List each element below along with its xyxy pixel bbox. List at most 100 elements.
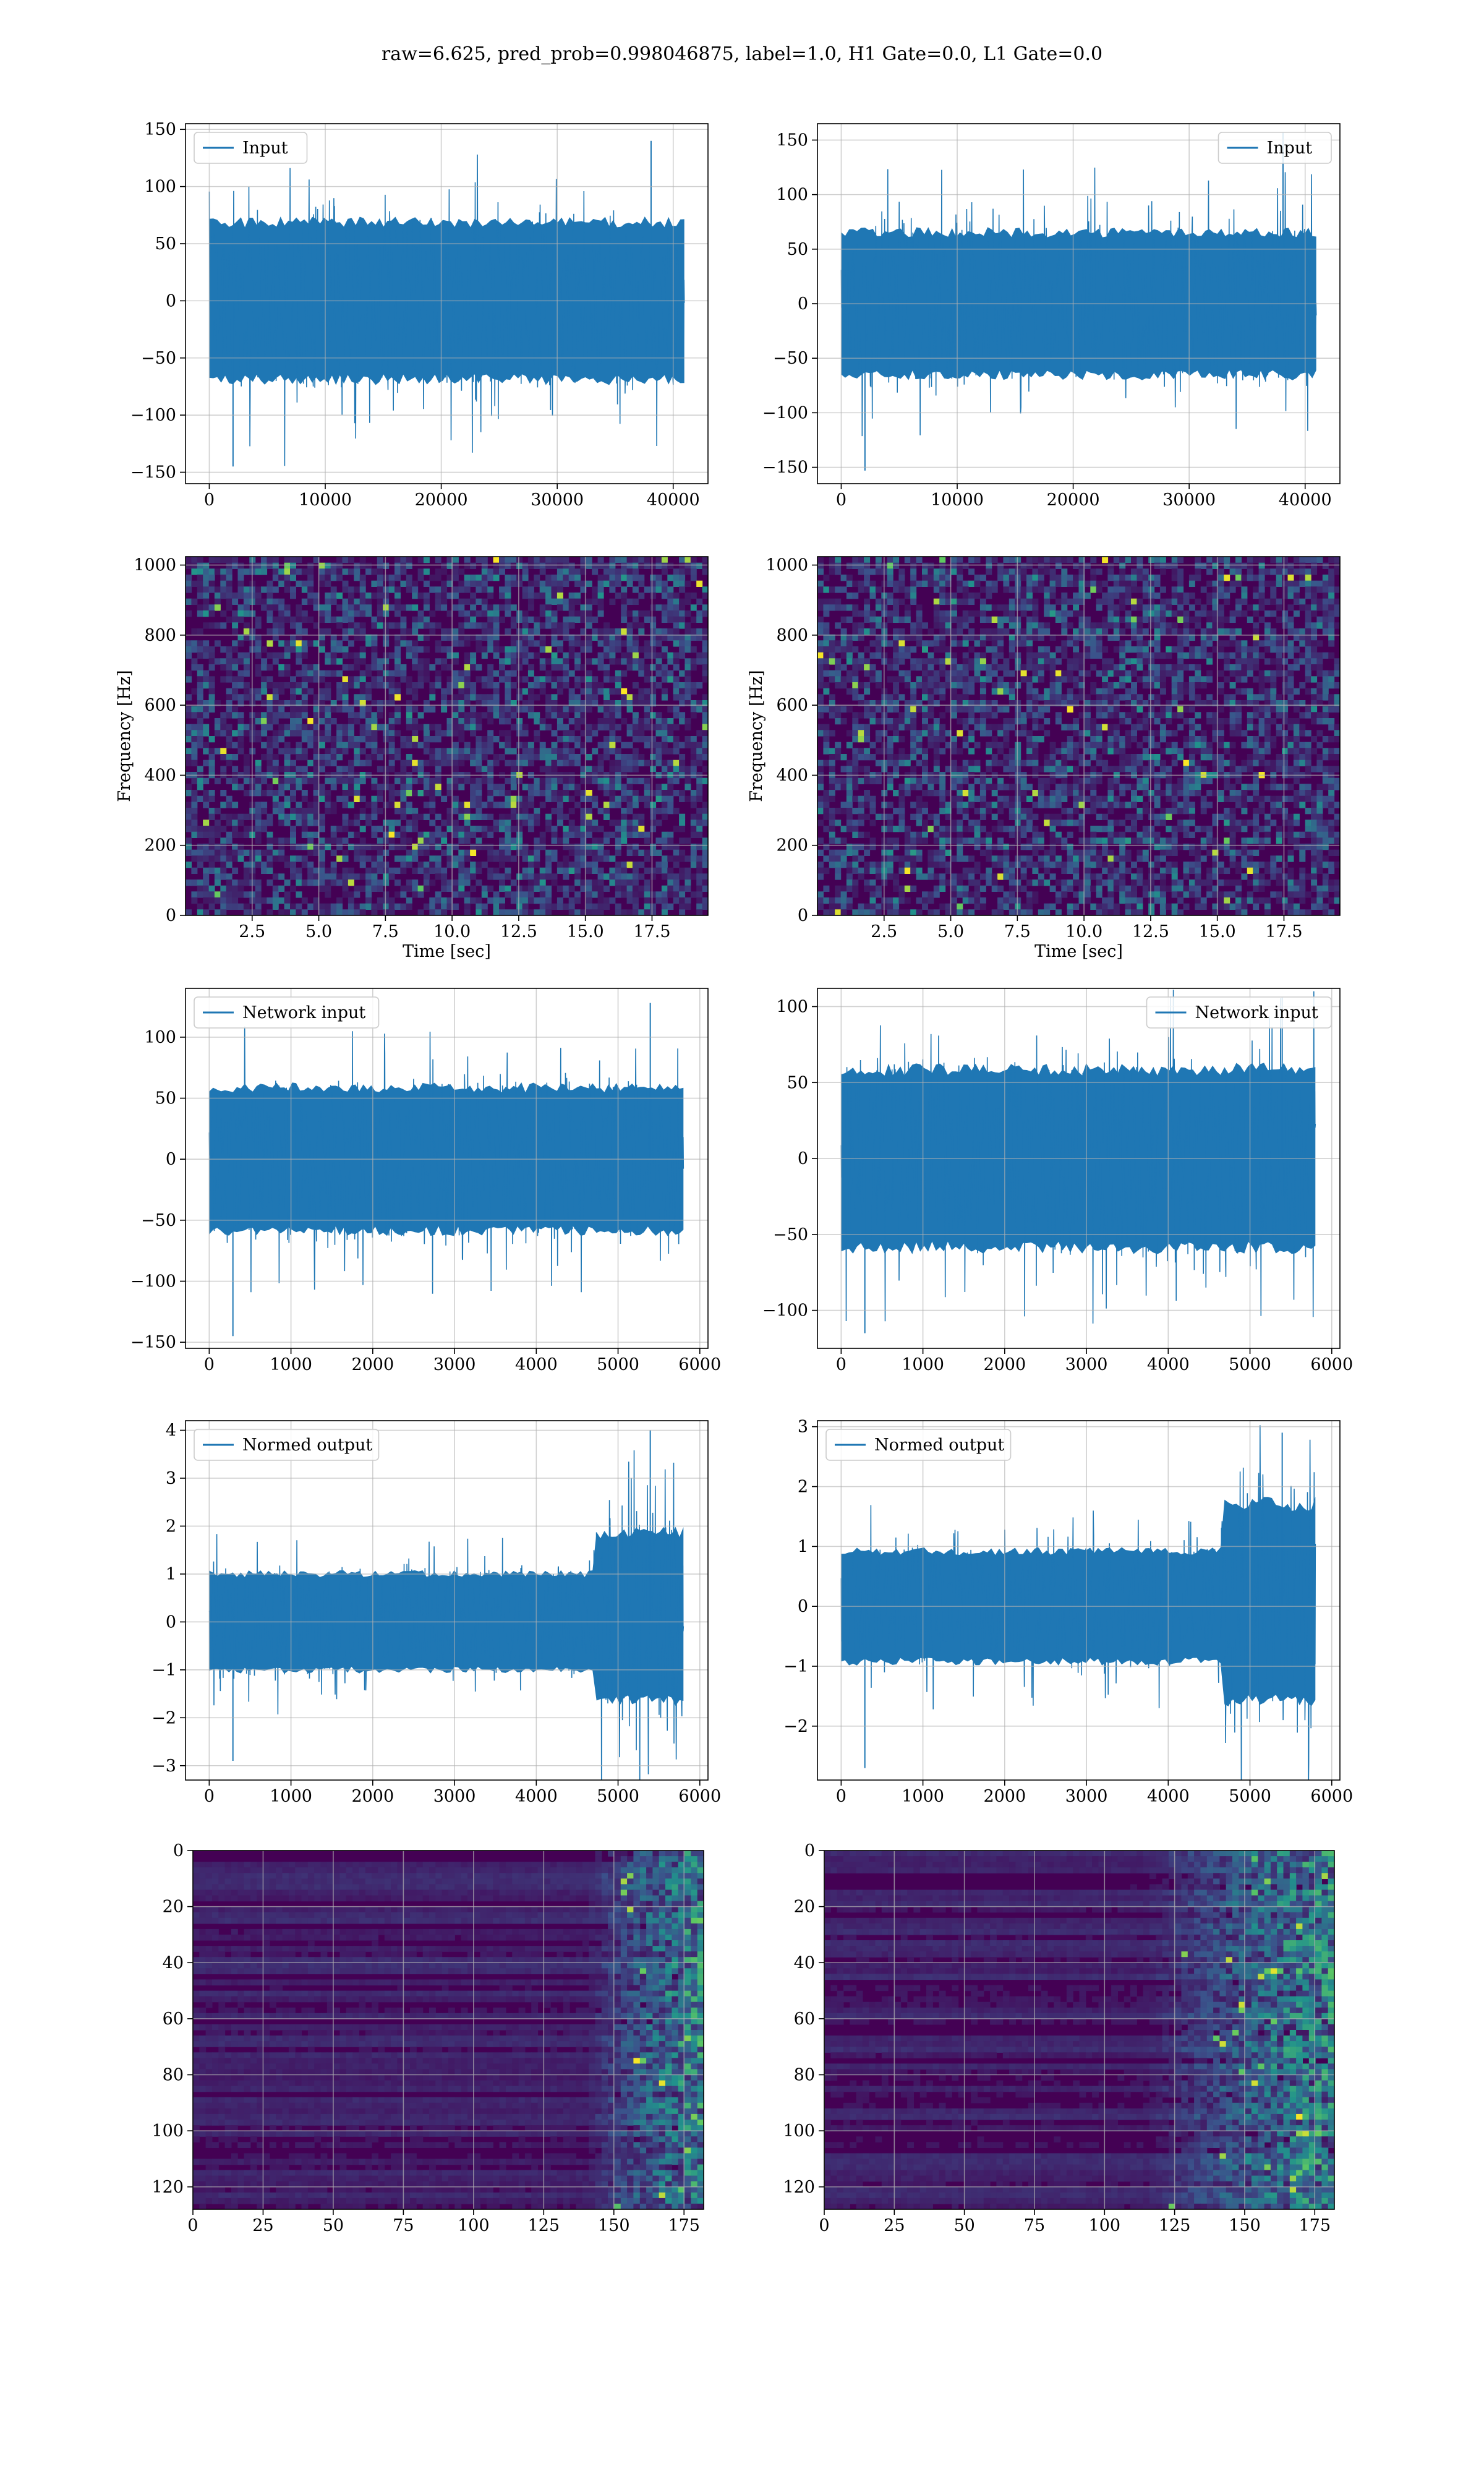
heatmap-cell xyxy=(220,724,227,730)
heatmap-cell xyxy=(191,820,198,826)
heatmap-cell xyxy=(1334,664,1340,671)
heatmap-cell xyxy=(394,658,401,665)
heatmap-cell xyxy=(359,903,366,910)
heatmap-cell xyxy=(527,628,534,635)
heatmap-cell xyxy=(487,831,494,838)
heatmap-cell xyxy=(475,844,482,850)
heatmap-cell xyxy=(632,748,639,755)
heatmap-cell xyxy=(1015,568,1021,575)
heatmap-cell xyxy=(568,593,575,599)
heatmap-cell xyxy=(301,640,308,647)
heatmap-cell xyxy=(226,664,232,671)
heatmap-cell xyxy=(986,676,992,683)
heatmap-cell xyxy=(1316,586,1323,593)
heatmap-cell xyxy=(423,658,430,665)
heatmap-cell xyxy=(464,718,471,725)
heatmap-cell xyxy=(609,820,616,826)
heatmap-cell xyxy=(1159,688,1166,695)
heatmap-cell xyxy=(534,909,540,915)
heatmap-cell xyxy=(452,862,459,868)
heatmap-cell xyxy=(1206,622,1213,629)
heatmap-cell xyxy=(290,873,296,880)
heatmap-cell xyxy=(342,682,349,689)
heatmap-cell xyxy=(197,730,203,737)
heatmap-cell xyxy=(823,646,830,653)
heatmap-cell xyxy=(1253,610,1260,617)
heatmap-cell xyxy=(632,802,639,808)
heatmap-cell xyxy=(383,897,390,904)
heatmap-cell xyxy=(330,652,337,659)
heatmap-cell xyxy=(1305,658,1311,665)
heatmap-cell xyxy=(365,640,372,647)
heatmap-cell xyxy=(226,562,232,569)
heatmap-cell xyxy=(1328,628,1335,635)
heatmap-cell xyxy=(441,593,448,599)
heatmap-cell xyxy=(586,736,592,743)
heatmap-cell xyxy=(817,652,824,659)
heatmap-cell xyxy=(522,730,529,737)
heatmap-cell xyxy=(394,790,401,797)
heatmap-cell xyxy=(661,891,668,898)
heatmap-cell xyxy=(1282,676,1289,683)
heatmap-cell xyxy=(487,712,494,719)
heatmap-cell xyxy=(272,718,279,725)
heatmap-cell xyxy=(945,568,952,575)
heatmap-cell xyxy=(1188,634,1195,641)
heatmap-cell xyxy=(655,808,662,815)
heatmap-cell xyxy=(481,628,488,635)
heatmap-cell xyxy=(336,593,343,599)
heatmap-cell xyxy=(875,568,882,575)
heatmap-cell xyxy=(852,604,859,611)
heatmap-cell xyxy=(592,658,599,665)
heatmap-cell xyxy=(290,766,296,773)
heatmap-cell xyxy=(586,682,592,689)
heatmap-cell xyxy=(510,580,517,587)
heatmap-cell xyxy=(412,777,419,784)
heatmap-cell xyxy=(527,712,534,719)
heatmap-cell xyxy=(644,891,650,898)
heatmap-cell xyxy=(597,634,604,641)
heatmap-cell xyxy=(417,616,424,623)
heatmap-cell xyxy=(991,586,998,593)
heatmap-cell xyxy=(545,855,552,862)
heatmap-cell xyxy=(220,844,227,850)
heatmap-cell xyxy=(638,622,645,629)
heatmap-cell xyxy=(1235,557,1242,563)
heatmap-cell xyxy=(1328,610,1335,617)
heatmap-cell xyxy=(383,802,390,808)
heatmap-cell xyxy=(330,658,337,665)
heatmap-cell xyxy=(267,736,273,743)
heatmap-cell xyxy=(1206,562,1213,569)
heatmap-cell xyxy=(1334,557,1340,563)
heatmap-cell xyxy=(342,568,349,575)
heatmap-cell xyxy=(609,562,616,569)
heatmap-cell xyxy=(412,844,419,850)
heatmap-cell xyxy=(261,808,268,815)
heatmap-cell xyxy=(1229,586,1236,593)
heatmap-cell xyxy=(359,670,366,677)
heatmap-cell xyxy=(1125,610,1132,617)
heatmap-cell xyxy=(690,795,697,802)
heatmap-cell xyxy=(290,844,296,850)
heatmap-cell xyxy=(1235,580,1242,587)
heatmap-cell xyxy=(237,849,244,856)
heatmap-cell xyxy=(991,670,998,677)
heatmap-cell xyxy=(626,826,633,833)
heatmap-cell xyxy=(551,598,558,605)
heatmap-cell xyxy=(632,652,639,659)
heatmap-cell xyxy=(829,598,835,605)
heatmap-cell xyxy=(220,766,227,773)
heatmap-cell xyxy=(452,754,459,761)
heatmap-cell xyxy=(1276,580,1282,587)
heatmap-cell xyxy=(1247,562,1253,569)
heatmap-cell xyxy=(208,885,215,892)
heatmap-cell xyxy=(1073,610,1080,617)
heatmap-cell xyxy=(1038,557,1044,563)
heatmap-cell xyxy=(191,568,198,575)
heatmap-cell xyxy=(893,598,900,605)
heatmap-cell xyxy=(1334,682,1340,689)
heatmap-cell xyxy=(203,682,210,689)
heatmap-cell xyxy=(945,628,952,635)
heatmap-cell xyxy=(510,646,517,653)
heatmap-cell xyxy=(609,873,616,880)
